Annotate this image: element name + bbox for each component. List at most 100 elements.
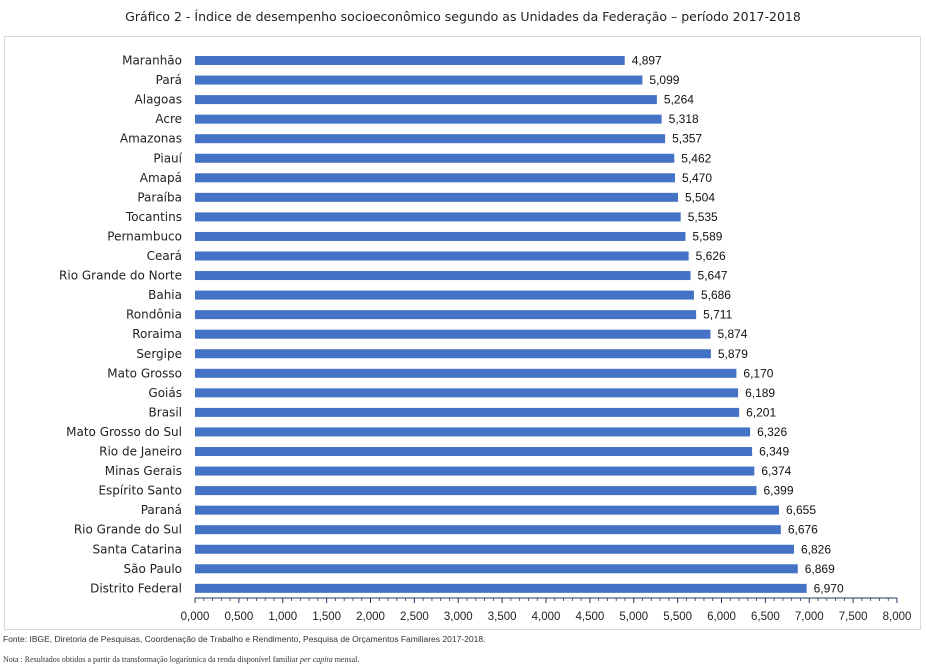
bar xyxy=(195,231,686,241)
category-label: Amazonas xyxy=(120,132,182,146)
bar xyxy=(195,310,697,320)
category-label: Tocantins xyxy=(125,210,182,224)
source-note: Fonte: IBGE, Diretoria de Pesquisas, Coo… xyxy=(3,634,486,644)
data-label: 5,462 xyxy=(681,151,711,165)
category-label: Piauí xyxy=(153,151,182,165)
data-label: 5,318 xyxy=(669,112,699,126)
x-tick-label: 8,000 xyxy=(883,611,912,623)
bar xyxy=(195,447,753,456)
category-label: Minas Gerais xyxy=(105,464,182,478)
data-label: 5,264 xyxy=(664,93,694,107)
category-label: Alagoas xyxy=(135,93,182,107)
bar xyxy=(195,95,657,105)
category-label: Bahia xyxy=(148,288,182,302)
category-label: Rio Grande do Norte xyxy=(59,269,182,283)
category-label: Brasil xyxy=(149,405,182,419)
x-tick-label: 4,500 xyxy=(575,611,604,623)
x-tick-label: 1,000 xyxy=(268,611,297,623)
data-label: 6,170 xyxy=(743,366,773,380)
bar xyxy=(195,290,694,300)
bar xyxy=(195,75,643,85)
data-label: 6,326 xyxy=(757,425,787,439)
category-label: Sergipe xyxy=(136,347,182,361)
bar xyxy=(195,544,794,554)
data-label: 6,655 xyxy=(786,503,816,517)
category-label: Rondônia xyxy=(126,308,182,322)
data-label: 5,626 xyxy=(696,249,726,263)
x-tick-label: 7,500 xyxy=(839,611,868,623)
x-tick-label: 2,500 xyxy=(400,611,429,623)
footnote: Nota : Resultados obtidos a partir da tr… xyxy=(3,655,359,664)
bar xyxy=(195,271,691,281)
bar xyxy=(195,486,757,496)
category-label: Paraná xyxy=(141,503,182,517)
bar xyxy=(195,407,740,417)
category-label: Acre xyxy=(155,112,182,126)
bar xyxy=(195,349,711,359)
x-tick-label: 6,500 xyxy=(751,611,780,623)
data-label: 5,879 xyxy=(718,347,748,361)
bar xyxy=(195,153,675,163)
x-tick-label: 7,000 xyxy=(795,611,824,623)
category-label: Goiás xyxy=(148,386,182,400)
data-label: 6,374 xyxy=(761,464,791,478)
footnote-end: mensal. xyxy=(332,655,360,664)
data-label: 5,711 xyxy=(703,308,732,322)
bar xyxy=(195,583,807,593)
data-label: 6,970 xyxy=(814,581,844,595)
data-label: 5,535 xyxy=(688,210,718,224)
data-label: 5,357 xyxy=(672,132,702,146)
bar xyxy=(195,505,779,515)
x-tick-label: 6,000 xyxy=(707,611,736,623)
bar xyxy=(195,212,681,222)
category-label: Pernambuco xyxy=(107,229,182,243)
data-label: 5,589 xyxy=(692,229,722,243)
bar xyxy=(195,192,678,202)
bar xyxy=(195,564,798,574)
bar xyxy=(195,427,751,437)
data-label: 5,099 xyxy=(649,73,679,87)
category-label: São Paulo xyxy=(124,562,182,576)
bar xyxy=(195,114,662,124)
x-tick-label: 3,000 xyxy=(444,611,473,623)
x-tick-label: 3,500 xyxy=(488,611,517,623)
data-label: 4,897 xyxy=(632,54,662,68)
x-tick-label: 0,500 xyxy=(224,611,253,623)
category-label: Santa Catarina xyxy=(93,542,182,556)
data-label: 5,647 xyxy=(698,269,728,283)
data-label: 5,470 xyxy=(682,171,712,185)
category-label: Amapá xyxy=(140,171,182,185)
category-label: Mato Grosso xyxy=(107,366,182,380)
data-label: 5,874 xyxy=(717,327,747,341)
data-label: 6,399 xyxy=(764,484,794,498)
x-tick-label: 5,500 xyxy=(663,611,692,623)
bar xyxy=(195,388,739,398)
category-label: Maranhão xyxy=(122,54,182,68)
category-label: Pará xyxy=(156,73,182,87)
data-label: 5,686 xyxy=(701,288,731,302)
data-label: 6,826 xyxy=(801,542,831,556)
data-label: 5,504 xyxy=(685,190,715,204)
x-tick-label: 5,000 xyxy=(619,611,648,623)
category-label: Roraima xyxy=(132,327,182,341)
x-tick-label: 0,000 xyxy=(181,611,210,623)
bar xyxy=(195,173,675,183)
bar xyxy=(195,251,689,261)
category-label: Mato Grosso do Sul xyxy=(66,425,182,439)
chart-area xyxy=(4,36,921,630)
category-label: Rio Grande do Sul xyxy=(74,523,182,537)
bar xyxy=(195,466,755,476)
bar xyxy=(195,134,666,144)
category-label: Espírito Santo xyxy=(98,484,182,498)
bar xyxy=(195,56,625,65)
data-label: 6,869 xyxy=(805,562,835,576)
data-label: 6,201 xyxy=(746,405,776,419)
category-label: Paraíba xyxy=(137,190,182,204)
footnote-italic: per capita xyxy=(300,655,333,664)
category-label: Rio de Janeiro xyxy=(99,445,182,459)
category-label: Distrito Federal xyxy=(90,581,182,595)
data-label: 6,189 xyxy=(745,386,775,400)
data-label: 6,349 xyxy=(759,445,789,459)
bar xyxy=(195,329,711,339)
